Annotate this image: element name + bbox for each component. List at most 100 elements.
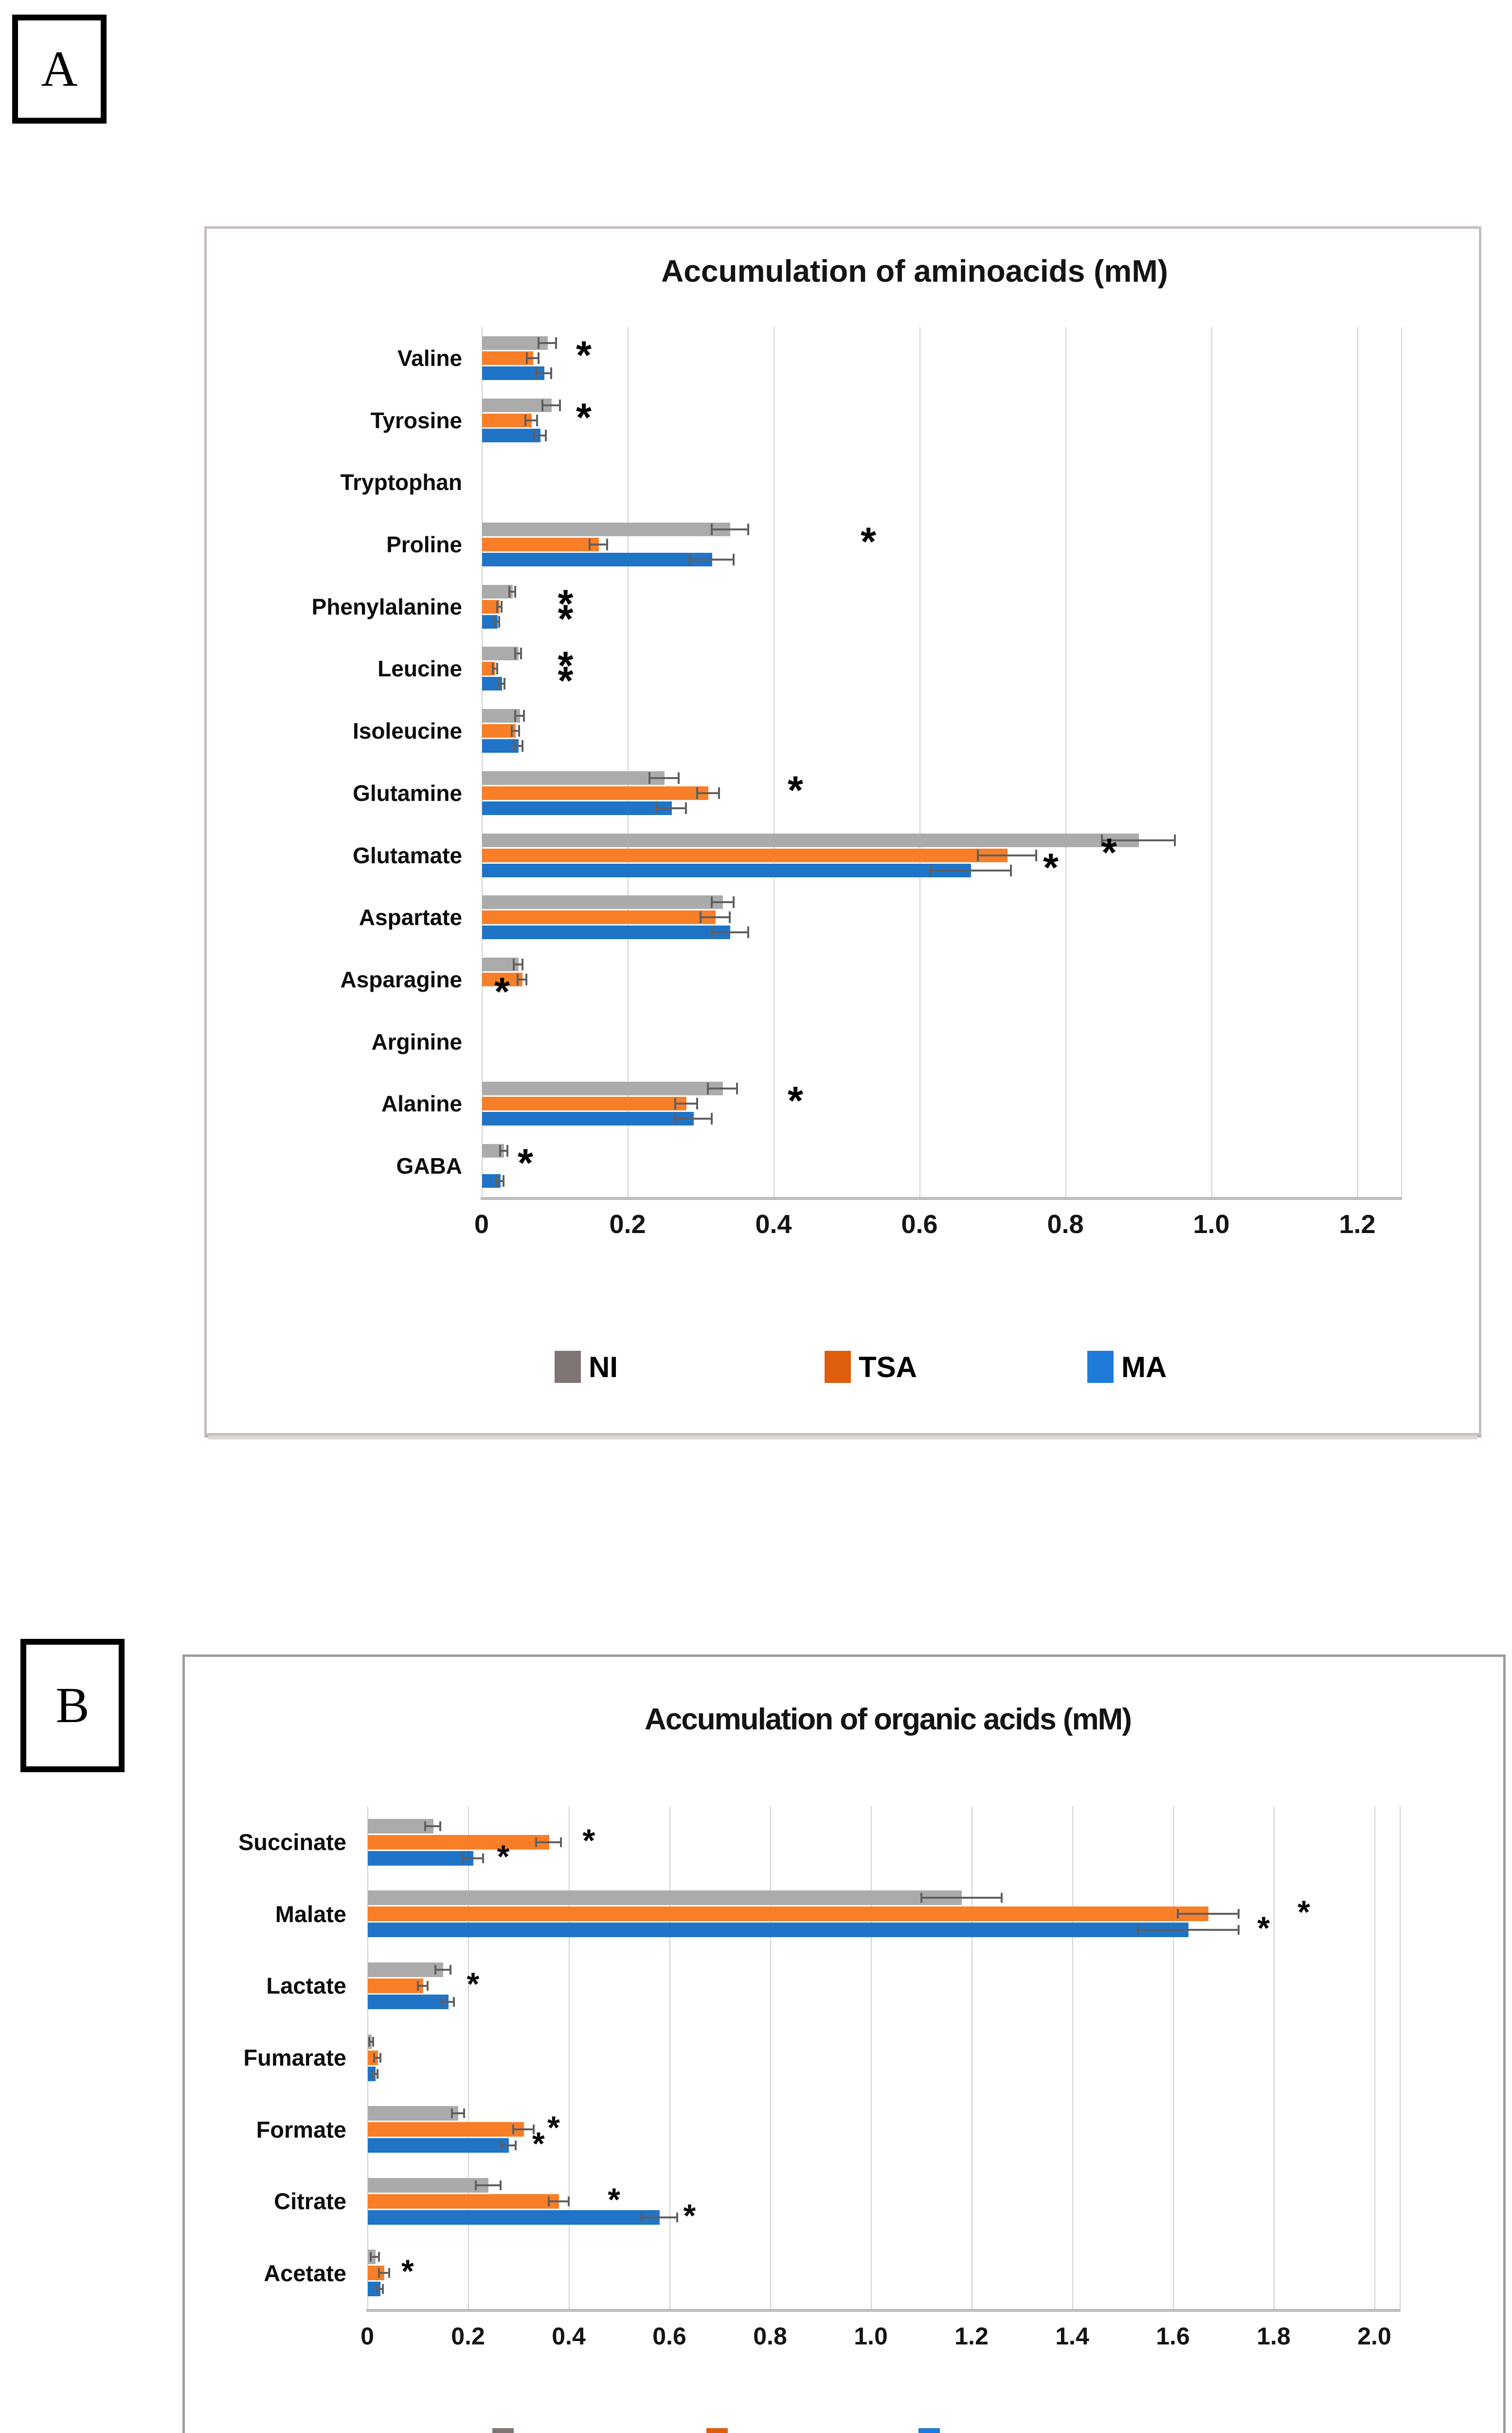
bar-tsa-alanine — [482, 1097, 686, 1111]
error-bar-cap — [510, 725, 513, 737]
legend-item-tsa: TSA — [825, 1351, 917, 1383]
error-bar — [500, 1150, 507, 1152]
gridline — [919, 327, 920, 1197]
error-bar — [498, 683, 504, 685]
significance-star: * — [558, 581, 574, 626]
bar-ma-glutamine — [482, 801, 672, 815]
significance-star: * — [558, 644, 574, 689]
error-bar-cap — [674, 1098, 676, 1110]
error-bar-cap — [372, 2036, 375, 2047]
error-bar-cap — [550, 367, 552, 379]
category-label: Proline — [386, 531, 462, 557]
error-bar-cap — [441, 1997, 443, 2007]
category-label: Leucine — [378, 656, 462, 682]
gridline — [669, 1806, 670, 2309]
error-bar-cap — [560, 1837, 562, 1847]
x-tick-label: 0 — [360, 2323, 374, 2350]
error-bar-cap — [696, 1098, 698, 1110]
error-bar-cap — [707, 1083, 709, 1095]
gridline — [1173, 1806, 1174, 2309]
gridline — [1065, 327, 1066, 1197]
error-bar-cap — [558, 399, 561, 411]
error-bar-cap — [710, 524, 713, 535]
error-bar — [675, 1103, 697, 1105]
legend-swatch-ma — [918, 2428, 940, 2433]
error-bar-cap — [555, 337, 557, 349]
bar-tsa-tyrosine — [482, 413, 532, 427]
gridline — [1357, 327, 1358, 1197]
error-bar — [517, 979, 526, 980]
x-tick-label: 0.4 — [552, 2323, 586, 2350]
error-bar-cap — [710, 926, 713, 939]
error-bar-cap — [424, 1821, 427, 1831]
error-bar-cap — [379, 2052, 381, 2063]
error-bar-cap — [463, 2108, 465, 2119]
bar-ma-isoleucine — [482, 739, 519, 753]
bar-tsa-succinate — [368, 1834, 549, 1850]
bar-tsa-isoleucine — [482, 724, 516, 738]
legend-swatch-ni — [555, 1351, 581, 1383]
category-label: Formate — [256, 2116, 346, 2142]
error-bar-cap — [688, 554, 691, 565]
error-bar-cap — [523, 710, 525, 722]
error-bar — [1137, 1929, 1239, 1931]
error-bar-cap — [1177, 1909, 1179, 1919]
error-bar-cap — [427, 1980, 429, 1991]
error-bar — [548, 2200, 569, 2202]
bar-ma-citrate — [368, 2210, 660, 2225]
error-bar-cap — [368, 2036, 371, 2047]
error-bar — [527, 357, 539, 359]
error-bar-cap — [736, 1083, 738, 1095]
error-bar — [711, 901, 734, 904]
error-bar-cap — [533, 429, 535, 441]
x-tick-label: 1.4 — [1055, 2323, 1089, 2350]
error-bar-cap — [518, 725, 520, 737]
error-bar-cap — [462, 1853, 464, 1863]
error-bar-cap — [1001, 1893, 1003, 1903]
error-bar-cap — [512, 2124, 515, 2135]
error-bar — [513, 2128, 534, 2131]
bar-ni-malate — [368, 1890, 962, 1906]
gridline — [770, 1806, 771, 2309]
gridline — [1399, 1806, 1401, 2309]
category-label: Arginine — [371, 1029, 462, 1054]
error-bar-cap — [522, 959, 523, 970]
gridline — [1401, 327, 1402, 1197]
error-bar — [372, 2072, 378, 2075]
error-bar-cap — [514, 710, 516, 722]
significance-star: * — [1101, 830, 1117, 875]
error-bar-cap — [920, 1893, 922, 1903]
category-label: GABA — [396, 1153, 462, 1179]
bar-ni-isoleucine — [482, 709, 520, 723]
error-bar-cap — [378, 2252, 380, 2262]
bar-ni-valine — [482, 336, 548, 350]
error-bar — [378, 2272, 389, 2274]
legend-item-ma: MA — [918, 2428, 990, 2433]
gridline — [871, 1806, 872, 2309]
error-bar — [511, 730, 519, 732]
error-bar — [697, 792, 719, 794]
gridline — [569, 1806, 570, 2309]
error-bar-cap — [547, 2196, 550, 2206]
error-bar-cap — [676, 2212, 678, 2222]
gridline — [482, 327, 483, 1197]
legend-label-ma: MA — [1121, 1350, 1167, 1383]
error-bar-cap — [513, 959, 515, 970]
error-bar — [371, 2256, 379, 2258]
x-tick-label: 0.8 — [1047, 1210, 1084, 1239]
error-bar-cap — [453, 1997, 455, 2007]
error-bar-cap — [700, 911, 702, 924]
error-bar — [642, 2216, 677, 2218]
error-bar-cap — [520, 648, 522, 660]
bar-tsa-proline — [482, 538, 599, 551]
x-tick-label: 0.2 — [451, 2323, 485, 2350]
error-bar — [708, 1088, 737, 1090]
significance-star: * — [1043, 845, 1059, 890]
error-bar — [492, 668, 497, 670]
error-bar-cap — [538, 352, 540, 364]
error-bar-cap — [434, 1964, 436, 1975]
panel-a-letter: A — [41, 41, 78, 97]
error-bar — [921, 1897, 1002, 1899]
error-bar-cap — [535, 1837, 537, 1847]
bar-ni-leucine — [482, 647, 519, 661]
